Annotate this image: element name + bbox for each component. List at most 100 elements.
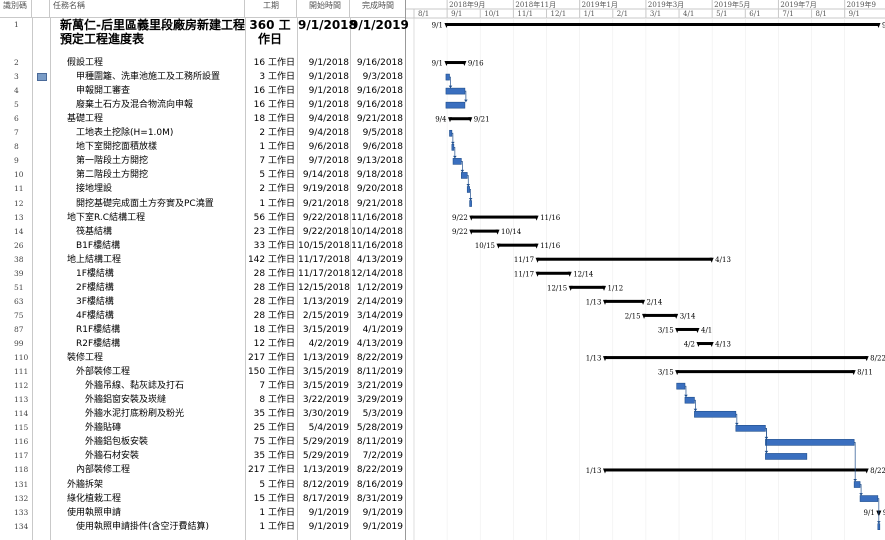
task-row[interactable]: 113 外牆鋁窗安裝及崁縫 8 工作日 3/22/2019 3/29/2019	[0, 393, 405, 407]
summary-bar[interactable]	[604, 299, 644, 303]
task-row[interactable]: 4 申報開工審查 16 工作日 9/1/2018 9/16/2018	[0, 84, 405, 98]
task-row[interactable]: 132 綠化植栽工程 15 工作日 8/17/2019 8/31/2019	[0, 492, 405, 506]
summary-bar[interactable]	[445, 23, 880, 26]
task-row[interactable]: 115 外牆貼磚 25 工作日 5/4/2019 5/28/2019	[0, 421, 405, 435]
bar-start-label: 9/22	[452, 214, 468, 222]
task-row[interactable]: 10 第二階段土方開挖 5 工作日 9/14/2018 9/18/2018	[0, 168, 405, 182]
summary-bar[interactable]	[445, 61, 465, 65]
task-row[interactable]: 12 開挖基礎完成面土方夯實及PC澆置 1 工作日 9/21/2018 9/21/201…	[0, 197, 405, 211]
task-bar[interactable]	[684, 396, 695, 404]
task-bar[interactable]	[452, 158, 462, 165]
dependency-link	[694, 399, 696, 412]
task-row[interactable]: 112 外牆吊線、黏灰誌及打石 7 工作日 3/15/2019 3/21/2019	[0, 379, 405, 393]
bar-end-label: 4/13	[715, 256, 731, 264]
task-row[interactable]: 11 接地埋設 2 工作日 9/19/2018 9/20/2018	[0, 182, 405, 196]
task-row[interactable]: 111 外部裝修工程 150 工作日 3/15/2019 8/11/2019	[0, 365, 405, 379]
task-bar[interactable]	[466, 186, 470, 193]
dependency-arrow	[448, 85, 453, 89]
task-id: 110	[14, 353, 29, 363]
gantt-chart: 2018年9月 2018年11月 2019年1月 2019年3月 2019年5月 2019…	[406, 0, 885, 540]
task-bar[interactable]	[461, 172, 468, 179]
task-row[interactable]: 39 1F樓結構 28 工作日 11/17/2018 12/14/2018	[0, 267, 405, 281]
col-header-name[interactable]: 任務名稱	[50, 0, 245, 18]
task-row[interactable]: 133 使用執照申請 1 工作日 9/1/2019 9/1/2019	[0, 506, 405, 520]
task-indicator	[32, 18, 50, 32]
task-bar[interactable]	[765, 453, 808, 460]
summary-bar[interactable]	[537, 271, 571, 275]
col-header-finish[interactable]: 完成時間	[350, 0, 406, 18]
task-indicator	[32, 168, 50, 182]
summary-bar[interactable]	[449, 117, 471, 121]
summary-bar[interactable]	[643, 313, 677, 317]
task-row[interactable]: 38 地上結構工程 142 工作日 11/17/2018 4/13/2019	[0, 253, 405, 267]
task-bar[interactable]	[469, 200, 472, 207]
task-row[interactable]: 2 假設工程 16 工作日 9/1/2018 9/16/2018	[0, 56, 405, 70]
dependency-link	[464, 90, 467, 103]
col-header-indicator[interactable]: i	[32, 0, 50, 18]
task-duration: 217 工作日	[247, 465, 295, 476]
task-row[interactable]: 110 裝修工程 217 工作日 1/13/2019 8/22/2019	[0, 351, 405, 365]
task-row[interactable]: 51 2F樓結構 28 工作日 12/15/2018 1/12/2019	[0, 281, 405, 295]
task-row[interactable]: 14 筏基結構 23 工作日 9/22/2018 10/14/2018	[0, 225, 405, 239]
task-row[interactable]: 7 工地表土挖除(H=1.0M) 2 工作日 9/4/2018 9/5/2018	[0, 126, 405, 140]
task-indicator	[32, 239, 50, 253]
task-row[interactable]: 6 基礎工程 18 工作日 9/4/2018 9/21/2018	[0, 112, 405, 126]
task-duration: 28 工作日	[253, 268, 295, 279]
summary-bar[interactable]	[697, 342, 713, 346]
task-row[interactable]: 114 外牆水泥打底粉刷及粉光 35 工作日 3/30/2019 5/3/2019	[0, 407, 405, 421]
col-header-start[interactable]: 開始時間	[297, 0, 350, 18]
summary-bar[interactable]	[570, 285, 605, 289]
task-row[interactable]: 8 地下室開挖面積放樣 1 工作日 9/6/2018 9/6/2018	[0, 140, 405, 154]
task-bar[interactable]	[445, 73, 450, 81]
task-id: 111	[14, 367, 29, 377]
task-bar[interactable]	[451, 144, 455, 151]
task-row[interactable]: 13 地下室R.C結構工程 56 工作日 9/22/2018 11/16/2018	[0, 211, 405, 225]
task-id: 114	[14, 409, 29, 419]
task-duration: 35 工作日	[253, 451, 295, 462]
task-row[interactable]: 75 4F樓結構 28 工作日 2/15/2019 3/14/2019	[0, 309, 405, 323]
task-row[interactable]: 134 使用執照申請掛件(含空汙費結算) 1 工作日 9/1/2019 9/1/2019	[0, 520, 405, 534]
task-bar[interactable]	[735, 425, 766, 432]
task-row[interactable]: 87 R1F樓結構 18 工作日 3/15/2019 4/1/2019	[0, 323, 405, 337]
task-bar[interactable]	[765, 439, 855, 446]
task-row[interactable]: 99 R2F樓結構 12 工作日 4/2/2019 4/13/2019	[0, 337, 405, 351]
task-row[interactable]: 3 甲種圍籬、洗車池施工及工務所設置 3 工作日 9/1/2018 9/3/2018	[0, 70, 405, 84]
bar-end-label: 12/14	[573, 270, 594, 278]
task-row[interactable]: 1 新萬仁-后里區義里段廠房新建工程預定工程進度表 360 工作日 9/1/2018 9…	[0, 18, 409, 56]
task-bar[interactable]	[877, 523, 881, 530]
task-row[interactable]: 5 廢棄土石方及混合物流向申報 16 工作日 9/1/2018 9/16/2018	[0, 98, 405, 112]
task-row[interactable]: 9 第一階段土方開挖 7 工作日 9/7/2018 9/13/2018	[0, 154, 405, 168]
task-row[interactable]: 63 3F樓結構 28 工作日 1/13/2019 2/14/2019	[0, 295, 405, 309]
task-row[interactable]: 26 B1F樓結構 33 工作日 10/15/2018 11/16/2018	[0, 239, 405, 253]
pane-splitter[interactable]	[405, 0, 406, 540]
task-bar[interactable]	[853, 481, 861, 488]
summary-bar[interactable]	[537, 257, 713, 261]
summary-bar[interactable]	[604, 356, 868, 360]
task-row[interactable]: 116 外牆鋁包板安裝 75 工作日 5/29/2019 8/11/2019	[0, 435, 405, 449]
summary-bar[interactable]	[498, 243, 538, 247]
bar-start-label: 9/1	[432, 60, 443, 68]
note-icon[interactable]	[37, 73, 47, 82]
task-row[interactable]: 117 外牆石材安裝 35 工作日 5/29/2019 7/2/2019	[0, 449, 405, 463]
summary-bar[interactable]	[604, 468, 868, 472]
task-bar[interactable]	[694, 410, 737, 418]
summary-bar[interactable]	[676, 370, 855, 374]
task-bar[interactable]	[445, 101, 466, 109]
summary-bar[interactable]	[676, 327, 698, 331]
col-header-id[interactable]: 識別碼	[0, 0, 32, 18]
task-duration: 5 工作日	[259, 479, 295, 490]
task-row[interactable]: 118 內部裝修工程 217 工作日 1/13/2019 8/22/2019	[0, 463, 405, 477]
col-header-duration[interactable]: 工期	[245, 0, 297, 18]
task-bar[interactable]	[445, 87, 466, 95]
task-bar[interactable]	[676, 382, 686, 390]
dependency-arrow	[684, 394, 688, 398]
task-start: 3/15/2019	[302, 367, 349, 378]
summary-bar[interactable]	[470, 229, 499, 233]
task-finish: 9/1/2019	[350, 18, 409, 32]
task-duration: 1 工作日	[259, 198, 295, 209]
task-bar[interactable]	[449, 129, 453, 137]
summary-bar[interactable]	[470, 215, 538, 219]
task-row[interactable]: 131 外牆拆架 5 工作日 8/12/2019 8/16/2019	[0, 478, 405, 492]
task-bar[interactable]	[859, 495, 879, 502]
